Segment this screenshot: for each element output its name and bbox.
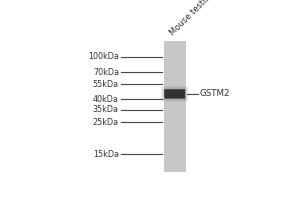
Text: 35kDa: 35kDa [93, 105, 119, 114]
Text: 55kDa: 55kDa [93, 80, 119, 89]
FancyBboxPatch shape [161, 86, 188, 102]
Bar [164, 41, 185, 172]
FancyBboxPatch shape [164, 89, 185, 99]
Text: GSTM2: GSTM2 [200, 89, 230, 98]
Text: 100kDa: 100kDa [88, 52, 119, 61]
Text: 15kDa: 15kDa [93, 150, 119, 159]
FancyBboxPatch shape [162, 87, 188, 101]
Text: 70kDa: 70kDa [93, 68, 119, 77]
Text: 25kDa: 25kDa [93, 118, 119, 127]
Text: Mouse testis: Mouse testis [168, 0, 212, 38]
Text: 40kDa: 40kDa [93, 95, 119, 104]
